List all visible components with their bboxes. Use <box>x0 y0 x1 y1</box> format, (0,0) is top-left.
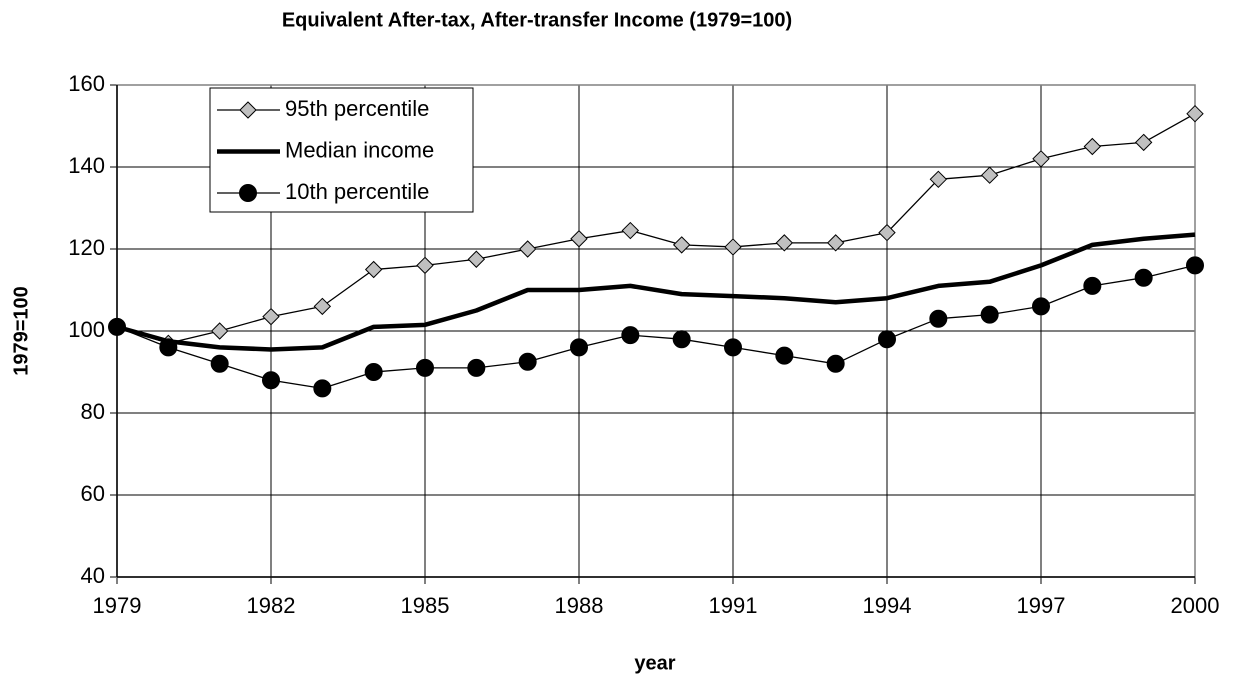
legend: 95th percentile Median income 10th percent… <box>209 87 474 213</box>
point <box>980 305 999 324</box>
legend-text: 95th percentile <box>285 96 429 121</box>
y-tick-label: 120 <box>68 235 105 260</box>
x-tick-label: 1988 <box>555 593 604 618</box>
series-line <box>116 113 1196 344</box>
point <box>159 338 178 357</box>
point <box>878 330 896 349</box>
legend-text: Median income <box>285 137 434 162</box>
series-line <box>116 264 1196 390</box>
y-tick-label: 160 <box>68 71 105 96</box>
point <box>570 230 588 248</box>
point <box>1032 297 1050 316</box>
point <box>210 322 229 340</box>
x-tick-label: 1997 <box>1017 593 1066 618</box>
y-tick-label: 80 <box>81 399 105 424</box>
x-tick-label: 1979 <box>93 593 142 618</box>
point <box>672 330 691 349</box>
point <box>416 256 434 275</box>
point <box>826 354 845 373</box>
point <box>1134 268 1153 287</box>
series-line <box>116 232 1196 352</box>
point <box>724 338 742 357</box>
point <box>724 238 742 256</box>
point <box>878 223 896 242</box>
legend-marker <box>239 184 257 202</box>
point <box>929 309 948 328</box>
y-tick-label: 60 <box>81 481 105 506</box>
point <box>621 326 640 345</box>
point <box>826 234 845 252</box>
point <box>775 234 794 252</box>
point <box>775 346 794 365</box>
point <box>570 338 588 357</box>
x-tick-label: 1994 <box>863 593 912 618</box>
y-tick-label: 100 <box>68 317 105 342</box>
x-tick-label: 2000 <box>1171 593 1220 618</box>
point <box>210 354 229 373</box>
point <box>980 166 999 184</box>
chart-title: Equivalent After-tax, After-transfer Inc… <box>282 9 792 31</box>
point <box>621 221 640 240</box>
point <box>416 358 434 377</box>
y-axis-label: 1979=100 <box>10 286 32 376</box>
legend-marker <box>239 101 257 119</box>
x-axis-label: year <box>634 652 675 674</box>
x-tick-label: 1982 <box>247 593 296 618</box>
x-tick-label: 1991 <box>709 593 758 618</box>
point <box>467 250 486 268</box>
y-tick-label: 140 <box>68 153 105 178</box>
point <box>672 236 691 254</box>
point <box>467 358 486 377</box>
point <box>518 240 537 258</box>
point <box>1032 150 1050 168</box>
y-tick-label: 40 <box>81 563 105 588</box>
point <box>1083 137 1102 156</box>
point <box>1186 256 1204 275</box>
point <box>262 307 280 326</box>
legend-text: 10th percentile <box>285 179 429 204</box>
point <box>1186 104 1204 123</box>
point <box>313 297 332 316</box>
point <box>1083 276 1102 295</box>
point <box>108 317 126 336</box>
point <box>1134 133 1153 152</box>
point <box>929 170 948 189</box>
point <box>518 352 537 371</box>
point <box>364 260 383 279</box>
point <box>364 363 383 381</box>
x-tick-label: 1985 <box>401 593 450 618</box>
point <box>313 379 332 398</box>
point <box>262 371 280 390</box>
